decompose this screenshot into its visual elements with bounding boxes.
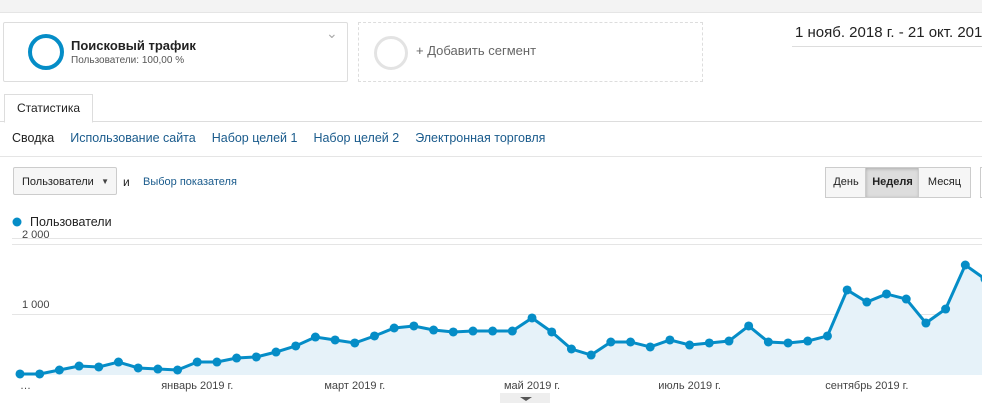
point	[448, 327, 458, 337]
y-tick-label: 1 000	[22, 299, 50, 311]
metric-dropdown[interactable]: Пользователи ▼	[13, 167, 117, 195]
point	[35, 369, 45, 379]
point	[251, 352, 261, 362]
x-tick-label: июль 2019 г.	[658, 380, 721, 392]
point	[586, 350, 596, 360]
week-button[interactable]: Неделя	[865, 167, 920, 198]
point	[74, 361, 84, 371]
point	[862, 297, 872, 307]
x-tick-label: сентябрь 2019 г.	[825, 380, 908, 392]
point	[133, 363, 143, 373]
x-tick-label: март 2019 г.	[324, 380, 385, 392]
legend-swatch	[12, 217, 22, 227]
point	[488, 326, 498, 336]
point	[173, 365, 183, 375]
point	[409, 321, 419, 331]
point	[310, 332, 320, 342]
subnav-item[interactable]: Сводка	[12, 131, 55, 145]
point	[291, 341, 301, 351]
segment-title: Поисковый трафик	[71, 38, 196, 53]
subnav-item[interactable]: Набор целей 2	[313, 131, 400, 145]
point	[842, 285, 852, 295]
point	[153, 364, 163, 374]
add-segment-icon	[374, 36, 408, 70]
segment-icon	[28, 34, 64, 70]
point	[113, 357, 123, 367]
point	[704, 338, 714, 348]
segment-subtitle: Пользователи: 100,00 %	[71, 55, 185, 66]
day-button[interactable]: День	[825, 167, 867, 198]
top-bar	[0, 0, 982, 13]
month-button[interactable]: Месяц	[918, 167, 971, 198]
subnav-rule	[0, 156, 982, 157]
segment-chevron: ⌄	[326, 25, 338, 41]
subnav-item[interactable]: Набор целей 1	[211, 131, 298, 145]
segment-card[interactable]: Поисковый трафик Пользователи: 100,00 % …	[3, 22, 348, 82]
point	[803, 336, 813, 346]
point	[527, 313, 537, 323]
tab-rule	[0, 121, 982, 122]
point	[271, 347, 281, 357]
point	[15, 369, 25, 379]
point	[763, 337, 773, 347]
point	[685, 340, 695, 350]
point	[665, 335, 675, 345]
subnav-item[interactable]: Использование сайта	[70, 131, 196, 145]
point	[350, 338, 360, 348]
legend-label: Пользователи	[30, 215, 112, 229]
point	[960, 260, 970, 270]
point	[626, 337, 636, 347]
scroll-arrow	[520, 397, 532, 401]
point	[921, 318, 931, 328]
metric-dropdown-label: Пользователи	[22, 176, 94, 188]
point	[429, 325, 439, 335]
point	[192, 357, 202, 367]
point	[606, 337, 616, 347]
point	[54, 365, 64, 375]
point	[882, 289, 892, 299]
point	[389, 323, 399, 333]
choose-metric[interactable]: Выбор показателя	[143, 176, 237, 188]
x-tick-label: …	[20, 380, 31, 392]
point	[744, 321, 754, 331]
point	[566, 344, 576, 354]
point	[822, 331, 832, 341]
point	[783, 338, 793, 348]
point	[212, 357, 222, 367]
subnav-item[interactable]: Электронная торговля	[415, 131, 546, 145]
add-segment[interactable]: + Добавить сегмент	[358, 22, 703, 82]
and-text: и	[123, 175, 130, 189]
point	[901, 294, 911, 304]
point	[468, 326, 478, 336]
point	[547, 327, 557, 337]
point	[330, 335, 340, 345]
point	[645, 342, 655, 352]
y-tick-label: 2 000	[22, 229, 50, 241]
area	[20, 265, 982, 375]
point	[94, 362, 104, 372]
point	[507, 326, 517, 336]
point	[369, 331, 379, 341]
add-segment-label: + Добавить сегмент	[416, 43, 537, 58]
x-tick-label: январь 2019 г.	[161, 380, 233, 392]
edge-button	[980, 167, 982, 198]
point	[232, 353, 242, 363]
point	[941, 304, 951, 314]
point	[724, 336, 734, 346]
x-tick-label: май 2019 г.	[504, 380, 560, 392]
date-range[interactable]: 1 нояб. 2018 г. - 21 окт. 2019 г.	[792, 20, 982, 47]
tab[interactable]: Статистика	[4, 94, 93, 123]
subnav: Сводка Использование сайта Набор целей 1 На…	[12, 131, 561, 145]
